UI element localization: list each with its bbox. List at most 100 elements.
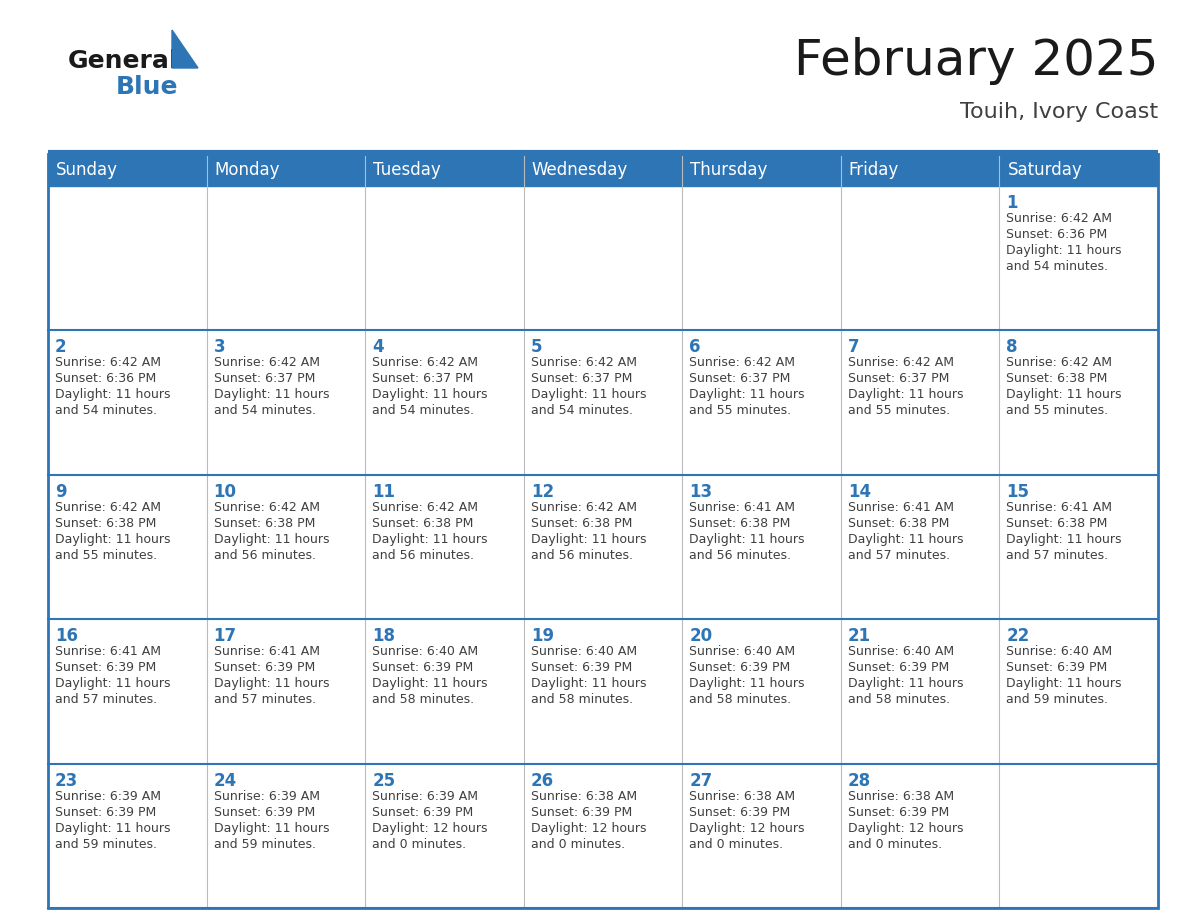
Text: 4: 4 [372,339,384,356]
Text: Sunset: 6:37 PM: Sunset: 6:37 PM [848,373,949,386]
Bar [682,620,841,764]
Text: and 56 minutes.: and 56 minutes. [214,549,316,562]
Text: Sunrise: 6:42 AM: Sunrise: 6:42 AM [1006,356,1112,369]
Bar [207,330,365,475]
Text: Sunset: 6:39 PM: Sunset: 6:39 PM [848,806,949,819]
Text: Wednesday: Wednesday [532,161,628,179]
Bar [999,330,1158,475]
Text: Daylight: 11 hours: Daylight: 11 hours [689,532,804,546]
Bar [682,186,841,330]
Bar [207,620,365,764]
Text: Touih, Ivory Coast: Touih, Ivory Coast [960,102,1158,122]
Text: Sunrise: 6:38 AM: Sunrise: 6:38 AM [531,789,637,802]
Text: Sunset: 6:39 PM: Sunset: 6:39 PM [1006,661,1107,674]
Bar [524,620,682,764]
Text: Sunrise: 6:40 AM: Sunrise: 6:40 AM [1006,645,1112,658]
Text: and 57 minutes.: and 57 minutes. [214,693,316,706]
Text: Daylight: 11 hours: Daylight: 11 hours [848,677,963,690]
Text: 3: 3 [214,339,226,356]
Bar [841,330,999,475]
Text: Sunrise: 6:40 AM: Sunrise: 6:40 AM [531,645,637,658]
Text: Sunrise: 6:42 AM: Sunrise: 6:42 AM [1006,212,1112,225]
Text: Daylight: 12 hours: Daylight: 12 hours [689,822,804,834]
Text: and 54 minutes.: and 54 minutes. [531,405,633,418]
Text: Daylight: 12 hours: Daylight: 12 hours [848,822,963,834]
Text: Sunset: 6:39 PM: Sunset: 6:39 PM [689,806,790,819]
Text: and 55 minutes.: and 55 minutes. [1006,405,1108,418]
Bar [841,186,999,330]
Text: Sunrise: 6:42 AM: Sunrise: 6:42 AM [372,501,478,514]
Text: and 57 minutes.: and 57 minutes. [55,693,157,706]
Text: Sunrise: 6:42 AM: Sunrise: 6:42 AM [55,356,162,369]
Text: and 0 minutes.: and 0 minutes. [372,837,466,851]
Text: Daylight: 11 hours: Daylight: 11 hours [372,532,487,546]
Text: Sunset: 6:38 PM: Sunset: 6:38 PM [531,517,632,530]
Bar [682,764,841,908]
Text: Sunset: 6:37 PM: Sunset: 6:37 PM [372,373,474,386]
Text: Sunrise: 6:40 AM: Sunrise: 6:40 AM [848,645,954,658]
Text: 17: 17 [214,627,236,645]
Text: 14: 14 [848,483,871,501]
Bar [207,186,365,330]
Bar [524,330,682,475]
Text: and 0 minutes.: and 0 minutes. [848,837,942,851]
Bar [48,620,207,764]
Text: Daylight: 11 hours: Daylight: 11 hours [214,532,329,546]
Text: Sunset: 6:39 PM: Sunset: 6:39 PM [372,661,473,674]
Text: Sunset: 6:39 PM: Sunset: 6:39 PM [372,806,473,819]
Bar [841,764,999,908]
Text: Daylight: 12 hours: Daylight: 12 hours [372,822,487,834]
Text: 22: 22 [1006,627,1030,645]
Text: Sunrise: 6:42 AM: Sunrise: 6:42 AM [214,501,320,514]
Bar [365,764,524,908]
Bar [999,475,1158,620]
Text: Sunrise: 6:41 AM: Sunrise: 6:41 AM [1006,501,1112,514]
Text: and 0 minutes.: and 0 minutes. [689,837,783,851]
Bar [48,186,207,330]
Text: and 59 minutes.: and 59 minutes. [214,837,316,851]
Text: and 54 minutes.: and 54 minutes. [214,405,316,418]
Text: Sunrise: 6:42 AM: Sunrise: 6:42 AM [531,356,637,369]
Bar [48,764,207,908]
Text: Sunset: 6:37 PM: Sunset: 6:37 PM [689,373,791,386]
Text: Sunrise: 6:41 AM: Sunrise: 6:41 AM [689,501,795,514]
Text: and 57 minutes.: and 57 minutes. [1006,549,1108,562]
Text: Tuesday: Tuesday [373,161,441,179]
Text: 23: 23 [55,772,78,789]
Text: Sunset: 6:39 PM: Sunset: 6:39 PM [214,661,315,674]
Text: Daylight: 11 hours: Daylight: 11 hours [531,677,646,690]
Bar [48,475,207,620]
Text: Sunset: 6:37 PM: Sunset: 6:37 PM [214,373,315,386]
Text: 9: 9 [55,483,67,501]
Bar [841,620,999,764]
Text: General: General [68,49,178,73]
Text: and 55 minutes.: and 55 minutes. [55,549,157,562]
Text: Sunset: 6:38 PM: Sunset: 6:38 PM [55,517,157,530]
Text: Sunrise: 6:41 AM: Sunrise: 6:41 AM [848,501,954,514]
Text: and 58 minutes.: and 58 minutes. [372,693,474,706]
Text: Daylight: 11 hours: Daylight: 11 hours [55,532,171,546]
Text: Daylight: 11 hours: Daylight: 11 hours [689,388,804,401]
Text: Sunset: 6:39 PM: Sunset: 6:39 PM [689,661,790,674]
Bar [365,620,524,764]
Text: Sunset: 6:38 PM: Sunset: 6:38 PM [214,517,315,530]
Text: 18: 18 [372,627,396,645]
Text: Daylight: 11 hours: Daylight: 11 hours [848,388,963,401]
Text: and 0 minutes.: and 0 minutes. [531,837,625,851]
Bar [365,330,524,475]
Text: and 58 minutes.: and 58 minutes. [689,693,791,706]
Text: Daylight: 11 hours: Daylight: 11 hours [214,677,329,690]
Text: Sunrise: 6:42 AM: Sunrise: 6:42 AM [214,356,320,369]
Text: Sunset: 6:38 PM: Sunset: 6:38 PM [372,517,474,530]
Text: Sunrise: 6:42 AM: Sunrise: 6:42 AM [531,501,637,514]
Text: and 54 minutes.: and 54 minutes. [372,405,474,418]
Text: Sunrise: 6:42 AM: Sunrise: 6:42 AM [689,356,795,369]
Text: Daylight: 11 hours: Daylight: 11 hours [214,388,329,401]
Text: Friday: Friday [849,161,899,179]
Text: Sunset: 6:38 PM: Sunset: 6:38 PM [848,517,949,530]
Text: Thursday: Thursday [690,161,767,179]
Text: Sunrise: 6:38 AM: Sunrise: 6:38 AM [689,789,796,802]
Bar [48,330,207,475]
Text: 19: 19 [531,627,554,645]
Text: Sunset: 6:39 PM: Sunset: 6:39 PM [55,661,157,674]
